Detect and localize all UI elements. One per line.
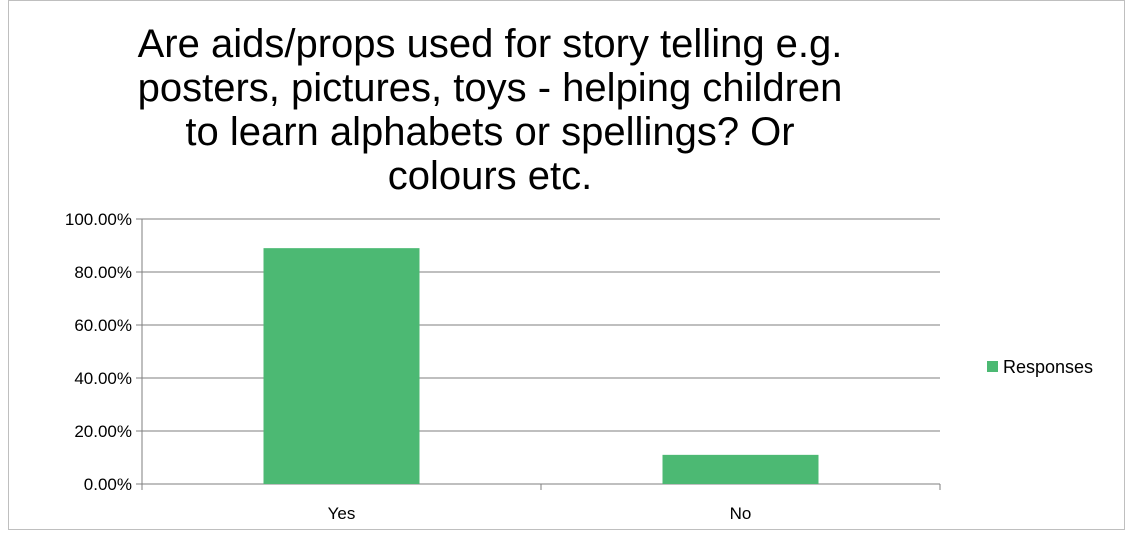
y-tick-label: 20.00% xyxy=(74,422,132,441)
y-tick-label: 100.00% xyxy=(65,210,132,229)
chart-title-line: posters, pictures, toys - helping childr… xyxy=(137,66,843,110)
y-tick-label: 60.00% xyxy=(74,316,132,335)
legend-swatch xyxy=(987,361,998,372)
bar-no xyxy=(662,454,819,484)
legend-label: Responses xyxy=(1003,357,1093,377)
chart-frame xyxy=(8,0,1125,530)
chart-title-line: Are aids/props used for story telling e.… xyxy=(137,22,843,66)
chart-title-line: to learn alphabets or spellings? Or xyxy=(185,110,795,154)
x-tick-label: No xyxy=(730,504,752,523)
x-tick-label: Yes xyxy=(328,504,356,523)
y-tick-label: 0.00% xyxy=(84,475,132,494)
bar-yes xyxy=(263,248,420,484)
chart-title-line: colours etc. xyxy=(387,154,593,198)
y-tick-label: 80.00% xyxy=(74,263,132,282)
y-tick-label: 40.00% xyxy=(74,369,132,388)
chart-title: Are aids/props used for story telling e.… xyxy=(90,22,890,198)
